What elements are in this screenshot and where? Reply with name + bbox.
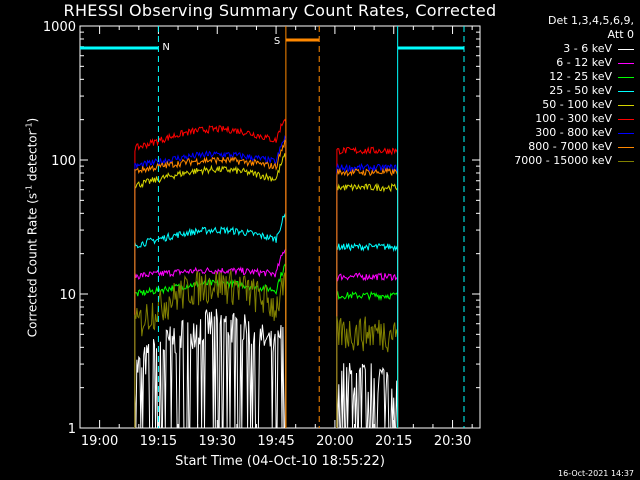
legend-swatch: [618, 91, 634, 92]
series-line: [134, 308, 287, 429]
series-line: [336, 290, 399, 429]
series-line: [134, 270, 287, 429]
series-line: [134, 139, 287, 429]
legend-label: 12 - 25 keV: [549, 70, 612, 83]
legend-label: 7000 - 15000 keV: [514, 154, 612, 167]
x-tick-label: 19:45: [257, 434, 294, 449]
legend-entry: 50 - 100 keV: [484, 98, 634, 112]
x-tick-label: 19:15: [140, 434, 177, 449]
legend-label: 800 - 7000 keV: [528, 140, 612, 153]
series-line: [134, 212, 287, 429]
series-line: [336, 242, 399, 429]
legend-swatch: [618, 49, 634, 50]
saa-label: S: [274, 36, 280, 47]
legend-label: 300 - 800 keV: [535, 126, 612, 139]
series-line: [336, 272, 399, 429]
legend-swatch: [618, 133, 634, 134]
series-line: [336, 167, 399, 429]
series-line: [336, 162, 399, 429]
y-tick-label: 1: [68, 422, 76, 437]
series-line: [336, 362, 399, 429]
x-tick-label: 20:30: [434, 434, 471, 449]
series-line: [336, 316, 399, 429]
series-line: [134, 246, 287, 429]
legend-entry: 6 - 12 keV: [484, 56, 634, 70]
legend-swatch: [618, 77, 634, 78]
legend-entry: 25 - 50 keV: [484, 84, 634, 98]
night-label: N: [162, 42, 169, 53]
legend-label: 25 - 50 keV: [549, 84, 612, 97]
y-tick-label: 10: [59, 288, 76, 303]
legend-entry: 100 - 300 keV: [484, 112, 634, 126]
legend-entry: 800 - 7000 keV: [484, 140, 634, 154]
x-tick-label: 20:00: [316, 434, 353, 449]
legend: Det 1,3,4,5,6,9, Att 0 3 - 6 keV 6 - 12 k…: [484, 14, 634, 168]
legend-entry: 3 - 6 keV: [484, 42, 634, 56]
x-tick-label: 19:00: [81, 434, 118, 449]
legend-label: 100 - 300 keV: [535, 112, 612, 125]
series-line: [134, 153, 287, 429]
legend-header: Det 1,3,4,5,6,9, Att 0: [547, 14, 634, 41]
x-tick-label: 19:30: [199, 434, 236, 449]
legend-swatch: [618, 147, 634, 148]
legend-swatch: [618, 63, 634, 64]
legend-swatch: [618, 161, 634, 162]
legend-label: 50 - 100 keV: [542, 98, 612, 111]
x-axis-label: Start Time (04-Oct-10 18:55:22): [175, 454, 385, 469]
legend-entry: 12 - 25 keV: [484, 70, 634, 84]
plot-frame: [79, 25, 481, 429]
legend-swatch: [618, 105, 634, 106]
series-line: [134, 118, 287, 429]
legend-swatch: [618, 119, 634, 120]
legend-entry: 300 - 800 keV: [484, 126, 634, 140]
legend-label: 6 - 12 keV: [556, 56, 612, 69]
y-tick-label: 100: [51, 154, 76, 169]
y-axis-label: Corrected Count Rate (s-1 detector-1): [24, 117, 40, 338]
series-line: [134, 135, 287, 429]
x-tick-label: 20:15: [375, 434, 412, 449]
series-line: [336, 183, 399, 429]
chart-title: RHESSI Observing Summary Count Rates, Co…: [63, 1, 497, 20]
series-line: [134, 263, 287, 429]
legend-label: 3 - 6 keV: [563, 42, 612, 55]
y-tick-label: 1000: [43, 20, 76, 35]
legend-entry: 7000 - 15000 keV: [484, 154, 634, 168]
series-line: [336, 146, 399, 429]
timestamp: 16-Oct-2021 14:37: [558, 469, 634, 478]
